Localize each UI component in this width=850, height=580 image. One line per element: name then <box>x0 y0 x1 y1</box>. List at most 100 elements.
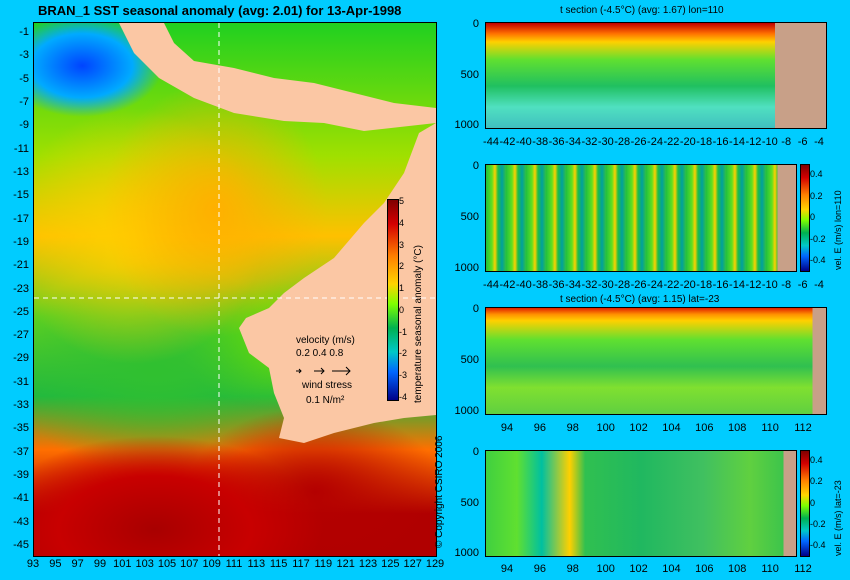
y-tick-label: -15 <box>13 189 29 202</box>
y-tick-label: 1 <box>399 283 405 294</box>
panel2-colorbar-label: vel. E (m/s) lon=110 <box>833 190 843 270</box>
x-tick-label: 106 <box>695 422 714 434</box>
x-tick-label: 102 <box>629 422 648 434</box>
x-tick-label: -10 <box>761 136 778 148</box>
x-tick-label: -32 <box>581 279 598 291</box>
x-tick-label: 98 <box>566 422 579 434</box>
x-tick-label: -14 <box>729 279 745 291</box>
x-tick-label: -24 <box>647 136 663 148</box>
y-tick-label: 5 <box>399 196 405 206</box>
y-tick-label: 1000 <box>454 547 479 559</box>
y-tick-label: 3 <box>399 239 405 250</box>
x-tick-label: 107 <box>180 558 199 570</box>
x-tick-label: 110 <box>761 563 779 575</box>
y-tick-label: -4 <box>399 392 408 402</box>
y-tick-label: -31 <box>13 375 29 388</box>
x-tick-label: -38 <box>532 279 549 291</box>
x-tick-label: 94 <box>500 563 514 575</box>
x-tick-label: -36 <box>548 279 565 291</box>
y-tick-label: 0.2 <box>810 190 823 201</box>
x-tick-label: 119 <box>314 558 333 570</box>
y-tick-label: -35 <box>13 422 29 435</box>
x-tick-label: -20 <box>679 136 696 148</box>
panel2-colorbar-ticks: 0.4 0.2 0 -0.2 -0.4 <box>810 164 832 270</box>
x-tick-label: 100 <box>596 422 615 434</box>
x-tick-label: -16 <box>712 136 729 148</box>
x-tick-label: 104 <box>662 563 681 575</box>
java-land <box>119 23 436 131</box>
x-tick-label: 97 <box>71 558 84 570</box>
x-tick-label: -8 <box>781 136 792 148</box>
x-tick-label: -8 <box>781 279 792 291</box>
x-tick-label: 96 <box>533 422 546 434</box>
y-tick-label: 500 <box>460 211 479 223</box>
x-tick-label: -4 <box>814 279 824 291</box>
panel4-colorbar <box>800 450 810 557</box>
x-tick-label: -26 <box>630 279 647 291</box>
x-tick-label: -28 <box>614 279 631 291</box>
x-tick-label: -4 <box>814 136 824 148</box>
panel3-heatmap[interactable] <box>485 307 827 415</box>
x-tick-label: -10 <box>761 279 778 291</box>
panel1-y-axis: 0 500 1000 <box>440 18 482 131</box>
x-tick-label: 106 <box>695 563 714 575</box>
x-tick-label: 113 <box>247 558 266 570</box>
x-tick-label: -14 <box>729 136 745 148</box>
y-tick-label: -21 <box>13 259 29 272</box>
x-tick-label: 105 <box>157 558 177 570</box>
map-title: BRAN_1 SST seasonal anomaly (avg: 2.01) … <box>38 3 402 18</box>
x-tick-label: -20 <box>679 279 696 291</box>
x-tick-label: -22 <box>663 136 680 148</box>
x-tick-label: -28 <box>614 136 631 148</box>
y-tick-label: -29 <box>13 352 29 365</box>
x-tick-label: 103 <box>135 558 154 570</box>
sst-colorbar-label: temperature seasonal anomaly (°C) <box>413 245 424 403</box>
y-tick-label: 0 <box>810 497 816 508</box>
y-tick-label: -9 <box>19 119 29 132</box>
velocity-legend-arrows <box>296 366 351 376</box>
x-tick-label: -18 <box>696 136 713 148</box>
y-tick-label: -3 <box>399 370 408 381</box>
x-tick-label: -40 <box>515 136 532 148</box>
y-tick-label: -23 <box>13 282 29 295</box>
y-tick-label: -0.2 <box>810 518 826 529</box>
x-tick-label: -34 <box>565 136 581 148</box>
y-tick-label: -3 <box>19 49 29 62</box>
panel4-x-axis: 94 96 98 100 102 104 106 108 110 112 <box>485 563 825 579</box>
x-tick-label: -42 <box>499 279 516 291</box>
sst-anomaly-map[interactable]: velocity (m/s) 0.2 0.4 0.8 wind stress 0… <box>33 22 437 557</box>
panel4-heatmap[interactable] <box>485 450 797 557</box>
x-tick-label: -6 <box>797 136 808 148</box>
y-tick-label: -25 <box>13 305 29 318</box>
x-tick-label: 108 <box>728 563 747 575</box>
map-x-axis: 93 95 97 99 101 103 105 107 109 111 113 115 117 119 12… <box>27 558 444 574</box>
x-tick-label: 117 <box>292 558 310 570</box>
y-tick-label: -2 <box>399 348 408 359</box>
australia-land <box>239 123 436 443</box>
x-tick-label: 94 <box>500 422 514 434</box>
y-tick-label: 1000 <box>454 119 479 131</box>
x-tick-label: -16 <box>712 279 729 291</box>
y-tick-label: 0 <box>472 446 479 458</box>
x-tick-label: -44 <box>483 136 499 148</box>
x-tick-label: -12 <box>745 279 762 291</box>
y-tick-label: 1000 <box>454 262 479 274</box>
x-tick-label: 129 <box>425 558 445 570</box>
y-tick-label: 0.4 <box>810 169 823 179</box>
panel2-heatmap[interactable] <box>485 164 797 272</box>
y-tick-label: -13 <box>13 165 29 178</box>
y-tick-label: -41 <box>13 492 29 505</box>
x-tick-label: 121 <box>336 558 355 570</box>
y-tick-label: 0.2 <box>810 476 823 487</box>
x-tick-label: 125 <box>381 558 400 570</box>
y-tick-label: 0 <box>472 18 479 30</box>
panel1-heatmap[interactable] <box>485 22 827 129</box>
map-overlay <box>34 23 436 556</box>
x-tick-label: 96 <box>533 563 546 575</box>
x-tick-label: -30 <box>597 136 614 148</box>
velocity-legend-title: velocity (m/s) <box>296 335 355 346</box>
sst-colorbar-ticks: 5 4 3 2 1 0 -1 -2 -3 -4 <box>399 196 419 402</box>
x-tick-label: -32 <box>581 136 598 148</box>
x-tick-label: -42 <box>499 136 516 148</box>
panel4-colorbar-ticks: 0.4 0.2 0 -0.2 -0.4 <box>810 450 832 555</box>
